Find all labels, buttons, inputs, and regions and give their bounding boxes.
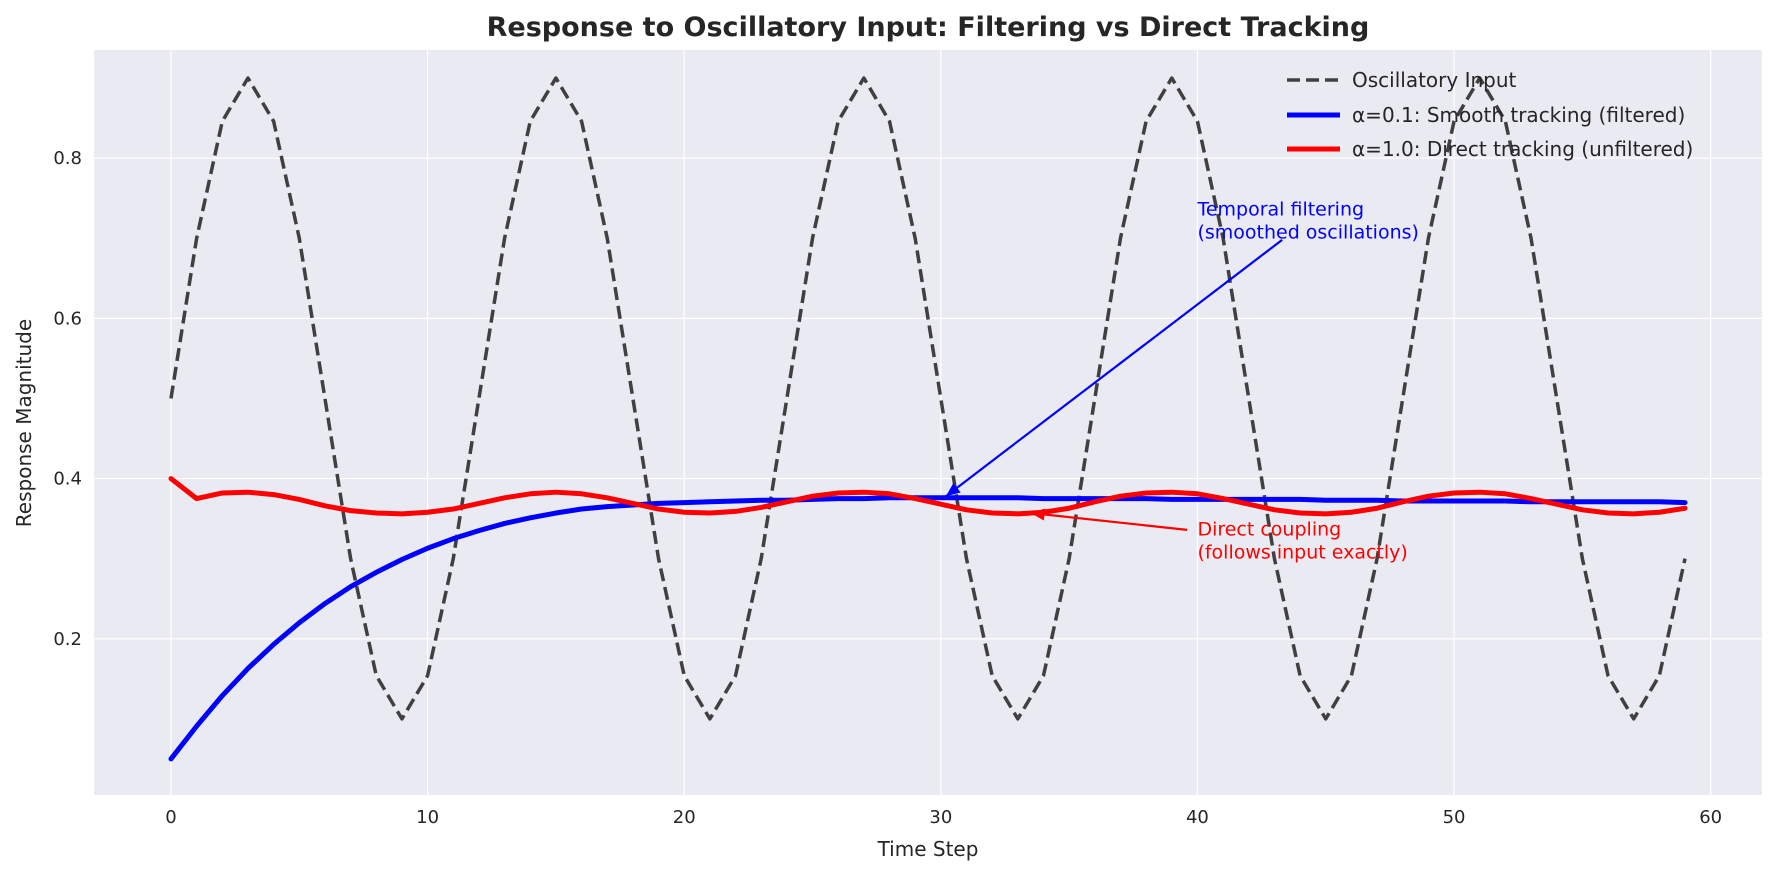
legend-label-2: α=0.1: Smooth tracking (filtered) xyxy=(1352,103,1685,127)
annotations: Temporal filtering(smoothed oscillations… xyxy=(945,198,1419,564)
series-line-3 xyxy=(168,476,1688,517)
annotation-arrowhead-2 xyxy=(1030,508,1046,521)
annotation-text-2: Direct coupling xyxy=(1197,519,1341,541)
legend: Oscillatory Input α=0.1: Smooth tracking … xyxy=(1287,68,1693,161)
series-group xyxy=(168,76,1688,762)
x-tick-label: 40 xyxy=(1186,807,1209,828)
series-line-1 xyxy=(169,76,1687,721)
x-tick-label: 10 xyxy=(416,807,439,828)
legend-label-1: Oscillatory Input xyxy=(1352,68,1517,92)
chart-title: Response to Oscillatory Input: Filtering… xyxy=(487,12,1370,43)
annotation-arrow-2 xyxy=(1030,511,1188,531)
series-line-2 xyxy=(168,495,1688,762)
annotation-text-1: (smoothed oscillations) xyxy=(1197,221,1419,243)
y-axis-label: Response Magnitude xyxy=(12,319,36,527)
legend-label-3: α=1.0: Direct tracking (unfiltered) xyxy=(1352,137,1693,161)
x-tick-label: 0 xyxy=(165,807,176,828)
x-axis-label: Time Step xyxy=(877,837,979,861)
x-tick-label: 30 xyxy=(929,807,952,828)
annotation-text-1: Temporal filtering xyxy=(1196,198,1364,220)
annotation-text-2: (follows input exactly) xyxy=(1197,542,1407,564)
y-tick-label: 0.8 xyxy=(53,148,82,169)
x-tick-label: 60 xyxy=(1699,807,1722,828)
annotation-arrowhead-1 xyxy=(945,482,961,497)
x-tick-label: 50 xyxy=(1443,807,1466,828)
annotation-arrow-1 xyxy=(945,238,1283,498)
x-tick-label: 20 xyxy=(673,807,696,828)
tick-labels: 0 10 20 30 40 50 60 0.2 0.4 0.6 0.8 xyxy=(53,148,1722,828)
y-tick-label: 0.4 xyxy=(53,469,82,490)
plot-area xyxy=(94,50,1762,795)
y-tick-label: 0.2 xyxy=(53,629,82,650)
y-tick-label: 0.6 xyxy=(53,308,82,329)
